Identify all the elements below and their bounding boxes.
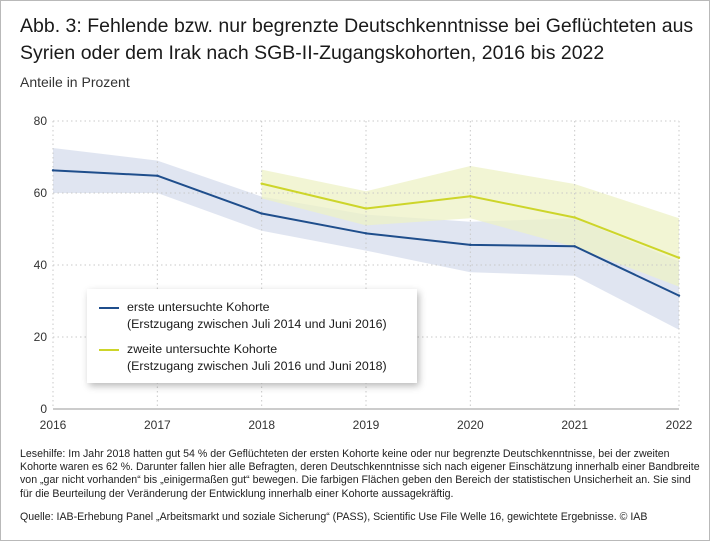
point-series-2-2021 (573, 216, 576, 219)
point-series-1-2020 (469, 243, 472, 247)
legend-swatch-second-cohort (99, 349, 119, 351)
point-series-2-2018 (260, 182, 263, 185)
y-tick-label-40: 40 (34, 258, 48, 272)
y-tick-label-20: 20 (34, 330, 48, 344)
legend-label-second-cohort: zweite untersuchte Kohorte (127, 342, 278, 356)
point-series-2-2019 (364, 207, 368, 210)
point-series-1-2021 (573, 245, 576, 248)
point-series-1-2016 (51, 169, 55, 172)
x-tick-label-2018: 2018 (248, 418, 275, 432)
x-tick-label-2019: 2019 (353, 418, 380, 432)
legend: erste untersuchte Kohorte (Erstzugang zw… (87, 289, 417, 383)
x-tick-label-2022: 2022 (666, 418, 693, 432)
legend-sublabel-first-cohort: (Erstzugang zwischen Juli 2014 und Juni … (127, 317, 387, 331)
legend-swatch-first-cohort (99, 307, 119, 309)
figure-title: Abb. 3: Fehlende bzw. nur begrenzte Deut… (20, 15, 694, 64)
point-series-2-2022 (677, 256, 681, 259)
y-tick-label-60: 60 (34, 186, 48, 200)
legend-label-first-cohort: erste untersuchte Kohorte (127, 300, 270, 314)
legend-sublabel-second-cohort: (Erstzugang zwischen Juli 2016 und Juni … (127, 359, 387, 373)
y-tick-label-80: 80 (34, 114, 48, 128)
band-series-2 (261, 166, 679, 287)
point-series-1-2019 (364, 232, 368, 235)
x-tick-label-2017: 2017 (144, 418, 171, 432)
x-tick-label-2021: 2021 (561, 418, 588, 432)
reading-note: Lesehilfe: Im Jahr 2018 hatten gut 54 % … (20, 448, 700, 500)
point-series-1-2017 (156, 174, 159, 177)
point-series-1-2018 (260, 212, 263, 215)
tick-labels: 0 20 40 60 80 2016 2017 2018 2019 2020 2021 2022 (34, 114, 693, 432)
figure-subtitle: Anteile in Prozent (20, 74, 130, 90)
source-note: Quelle: IAB-Erhebung Panel „Arbeitsmarkt… (20, 511, 648, 523)
x-tick-label-2016: 2016 (40, 418, 67, 432)
y-tick-label-0: 0 (40, 402, 47, 416)
point-series-2-2020 (469, 195, 472, 198)
series-lines (51, 169, 681, 297)
point-series-1-2022 (677, 294, 681, 297)
x-tick-label-2020: 2020 (457, 418, 484, 432)
